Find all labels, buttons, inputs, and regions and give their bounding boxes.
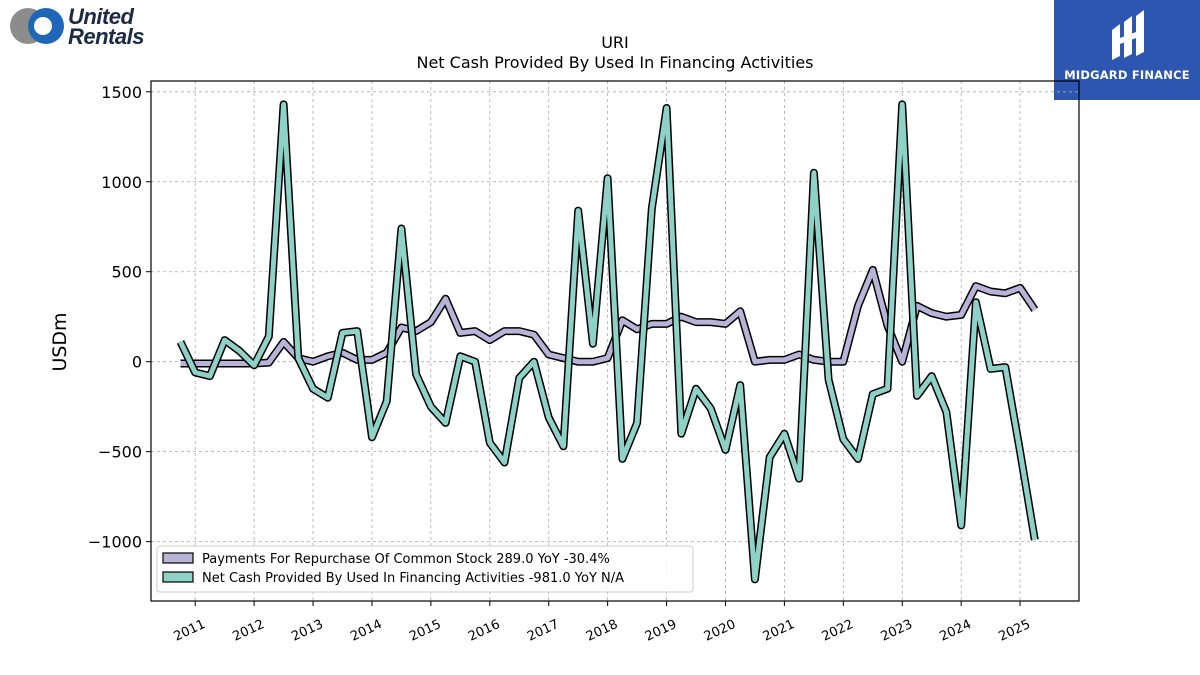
x-tick-label: 2017: [525, 617, 561, 645]
plot-frame: [150, 80, 1080, 602]
y-tick-label: 0: [132, 353, 142, 372]
x-tick-label: 2016: [466, 617, 502, 645]
x-tick-label: 2019: [643, 617, 679, 645]
x-tick-label: 2020: [702, 617, 738, 645]
united-rentals-logo-mark: [10, 8, 64, 44]
chart-subtitle: Net Cash Provided By Used In Financing A…: [416, 53, 813, 72]
legend-swatch-1: [162, 552, 194, 564]
y-tick-label: −500: [98, 443, 142, 462]
y-tick-label: 1000: [101, 173, 142, 192]
midgard-finance-logo: MIDGARD FINANCE: [1054, 0, 1200, 100]
x-tick-label: 2025: [996, 617, 1032, 645]
legend-box: [156, 545, 694, 593]
series: [176, 100, 1039, 584]
x-tick-label: 2023: [879, 617, 915, 645]
midgard-logo-text: MIDGARD FINANCE: [1064, 68, 1190, 82]
united-rentals-logo: United Rentals: [6, 6, 166, 50]
logo-text-line2: Rentals: [68, 24, 144, 49]
series-line-2: [178, 101, 1038, 582]
legend-swatch-2: [162, 571, 194, 583]
x-tick-label: 2021: [761, 617, 797, 645]
x-tick-label: 2014: [348, 617, 384, 645]
x-tick-label: 2024: [938, 617, 974, 645]
y-tick-label: 500: [111, 263, 142, 282]
chart-title: URI: [601, 33, 629, 52]
legend-label-1: Payments For Repurchase Of Common Stock …: [202, 552, 610, 567]
x-tick-label: 2022: [820, 617, 856, 645]
x-tick-label: 2015: [407, 617, 443, 645]
y-tick-label: −1000: [88, 533, 142, 552]
x-tick-label: 2011: [172, 617, 208, 645]
x-tick-label: 2018: [584, 617, 620, 645]
y-tick-label: 1500: [101, 83, 142, 102]
midgard-logo-mark: [1112, 10, 1144, 60]
x-tick-label: 2012: [230, 617, 266, 645]
legend: Payments For Repurchase Of Common Stock …: [156, 545, 694, 593]
logo-text-line1: United: [68, 4, 134, 29]
x-tick-label: 2013: [289, 617, 325, 645]
y-axis-label: USDm: [49, 312, 71, 371]
legend-label-2: Net Cash Provided By Used In Financing A…: [202, 571, 624, 586]
